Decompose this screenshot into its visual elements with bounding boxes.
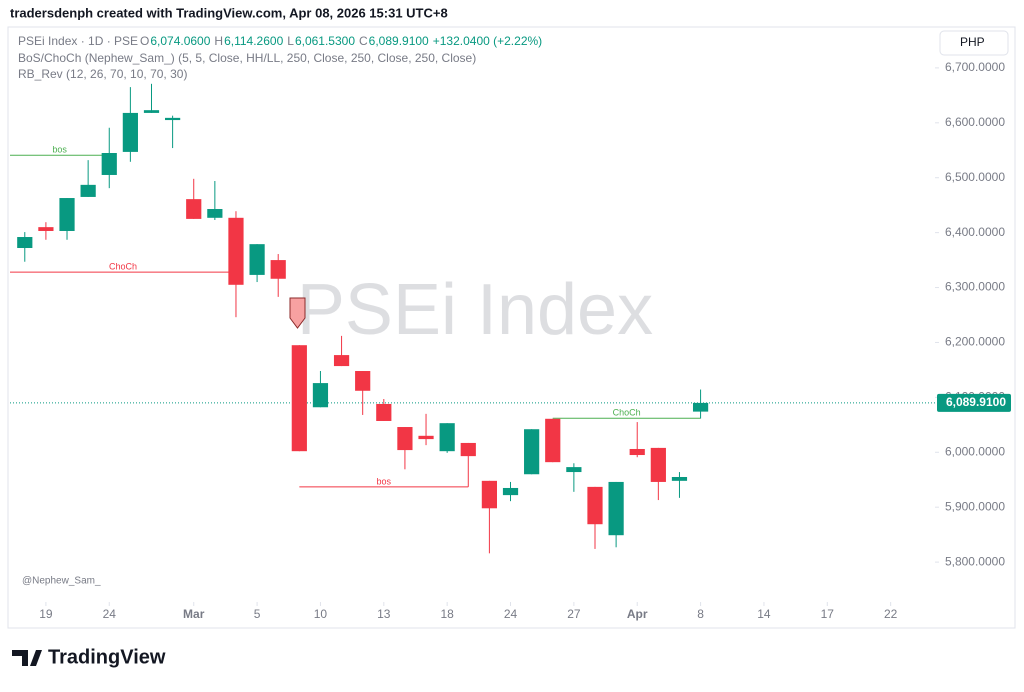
candle-body (186, 199, 202, 219)
candle-body (122, 112, 138, 152)
last-price-label: 6,089.9100 (946, 395, 1006, 409)
ohlc-key: C (359, 34, 368, 48)
signal-marker (289, 297, 306, 329)
y-tick-label: 6,600.0000 (945, 115, 1005, 129)
structure-label: ChoCh (613, 408, 641, 418)
candle-body (291, 345, 307, 452)
candle-body (439, 423, 455, 452)
candle-body (502, 487, 519, 496)
indicator: RB_Rev (12, 26, 70, 10, 70, 30) (18, 67, 187, 81)
candle-body (608, 481, 624, 536)
candle-body (249, 244, 265, 275)
candle-body (692, 402, 709, 412)
x-tick-label: 18 (440, 607, 454, 621)
candle-body (207, 209, 223, 218)
currency[interactable]: PHP (960, 35, 985, 49)
candle-body (228, 217, 244, 285)
author-tag: @Nephew_Sam_ (22, 576, 101, 587)
structure-label: ChoCh (109, 262, 137, 272)
x-tick-label: 17 (821, 607, 835, 621)
candle-body (524, 429, 540, 475)
candle-body (397, 427, 413, 451)
watermark: PSEi Index (297, 270, 653, 350)
candle-body (355, 371, 371, 391)
x-tick-label: 22 (884, 607, 898, 621)
ohlc-key: O (140, 34, 149, 48)
candle-body (101, 153, 117, 175)
y-tick-label: 6,300.0000 (945, 280, 1005, 294)
candle-body (59, 198, 75, 231)
ohlc-value: 6,089.9100 (369, 34, 429, 48)
candle-body (566, 467, 582, 473)
x-tick-label: 27 (567, 607, 581, 621)
candle-body (17, 237, 33, 249)
tv-logo (12, 650, 42, 666)
y-tick-label: 5,900.0000 (945, 499, 1005, 513)
candle-body (587, 486, 603, 525)
ohlc-key: H (214, 34, 223, 48)
chart-frame (7, 26, 1016, 629)
y-tick-label: 6,400.0000 (945, 225, 1005, 239)
y-tick-label: 6,000.0000 (945, 444, 1005, 458)
x-tick-label: 24 (504, 607, 518, 621)
x-tick-label: 14 (757, 607, 771, 621)
x-tick-label: 13 (377, 607, 391, 621)
ohlc-value: 6,114.2600 (224, 34, 283, 48)
ohlc-value: 6,074.0600 (150, 34, 210, 48)
x-tick-label: Mar (183, 607, 205, 621)
candle-body (418, 435, 434, 440)
credit: tradersdenph created with TradingView.co… (10, 5, 448, 20)
candle-body (629, 448, 645, 456)
structure-label: bos (52, 145, 67, 155)
candle-body (376, 403, 392, 421)
candle-body (333, 355, 350, 367)
structure-label: bos (377, 476, 392, 486)
x-tick-label: 19 (39, 607, 53, 621)
candle-body (143, 110, 160, 113)
last-price-tag (937, 393, 1011, 412)
candle-body (650, 447, 666, 482)
x-tick-label: 8 (697, 607, 704, 621)
candle-body (38, 227, 54, 231)
change: +132.0400 (+2.22%) (433, 34, 542, 48)
candle-body (460, 442, 476, 457)
x-tick-label: Apr (627, 607, 648, 621)
brand: TradingView (48, 646, 166, 668)
ohlc-key: L (287, 34, 294, 48)
candle-body (671, 476, 688, 481)
candle-body (545, 418, 561, 463)
symbol: PSEi Index · 1D · PSE (18, 34, 138, 48)
candle-body (80, 184, 96, 197)
x-tick-label: 10 (314, 607, 328, 621)
x-tick-label: 5 (254, 607, 261, 621)
indicator: BoS/ChoCh (Nephew_Sam_) (5, 5, Close, HH… (18, 51, 476, 65)
currency-button[interactable] (939, 30, 1009, 56)
y-tick-label: 6,200.0000 (945, 335, 1005, 349)
ohlc-legend: O 6,074.0600 H 6,114.2600 L 6,061.5300 C 6,089.… (140, 34, 542, 48)
y-tick-label: 5,800.0000 (945, 554, 1005, 568)
x-tick-label: 24 (103, 607, 117, 621)
ohlc-value: 6,061.5300 (295, 34, 355, 48)
y-tick-label: 6,500.0000 (945, 170, 1005, 184)
candle-body (481, 480, 497, 509)
y-tick-label: 6,700.0000 (945, 60, 1005, 74)
candle-body (312, 383, 329, 408)
candle-body (165, 117, 181, 121)
candle-body (270, 260, 286, 279)
